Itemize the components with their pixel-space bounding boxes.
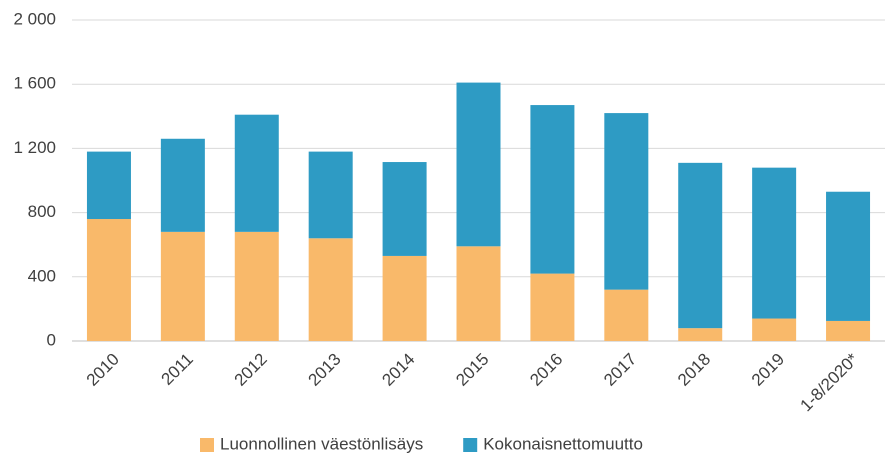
bar-segment xyxy=(160,138,205,232)
x-tick-label: 2015 xyxy=(452,350,492,390)
bar-segment xyxy=(234,231,279,341)
bar-segment xyxy=(752,318,797,341)
bar-segment xyxy=(382,255,427,341)
y-tick-label: 2 000 xyxy=(13,9,56,28)
x-tick-label: 2011 xyxy=(158,350,197,389)
bar-segment xyxy=(86,151,131,220)
bar-segment xyxy=(234,114,279,232)
y-tick-label: 800 xyxy=(28,202,56,221)
x-tick-label: 2012 xyxy=(231,350,271,390)
x-tick-label: 2016 xyxy=(526,350,566,390)
bar-segment xyxy=(456,82,501,247)
bar-segment xyxy=(678,328,723,341)
bar-segment xyxy=(826,320,871,341)
bar-segment xyxy=(826,191,871,321)
x-tick-label: 2018 xyxy=(674,350,714,390)
y-tick-label: 400 xyxy=(28,266,56,285)
x-tick-label: 2010 xyxy=(83,350,123,390)
legend-swatch xyxy=(463,438,478,452)
legend-label: Kokonaisnettomuutto xyxy=(483,434,643,453)
x-tick-label: 2014 xyxy=(378,350,418,390)
bar-segment xyxy=(308,151,353,239)
bar-segment xyxy=(160,231,205,341)
bar-segment xyxy=(530,273,575,341)
bar-segment xyxy=(604,113,649,290)
y-tick-label: 0 xyxy=(47,330,56,349)
x-tick-label: 2019 xyxy=(748,350,788,390)
bar-segment xyxy=(382,162,427,256)
bar-segment xyxy=(604,289,649,341)
x-tick-label: 1-8/2020* xyxy=(796,349,862,415)
bar-segment xyxy=(530,105,575,274)
legend-swatch xyxy=(200,438,214,452)
y-tick-label: 1 200 xyxy=(13,138,56,157)
bar-segment xyxy=(308,238,353,341)
bar-segment xyxy=(678,162,723,329)
bar-segment xyxy=(86,219,131,341)
legend-label: Luonnollinen väestönlisäys xyxy=(220,434,423,453)
bar-segment xyxy=(752,167,797,319)
x-tick-label: 2013 xyxy=(304,350,344,390)
x-tick-label: 2017 xyxy=(600,350,640,390)
y-tick-label: 1 600 xyxy=(13,74,56,93)
bar-segment xyxy=(456,246,501,341)
